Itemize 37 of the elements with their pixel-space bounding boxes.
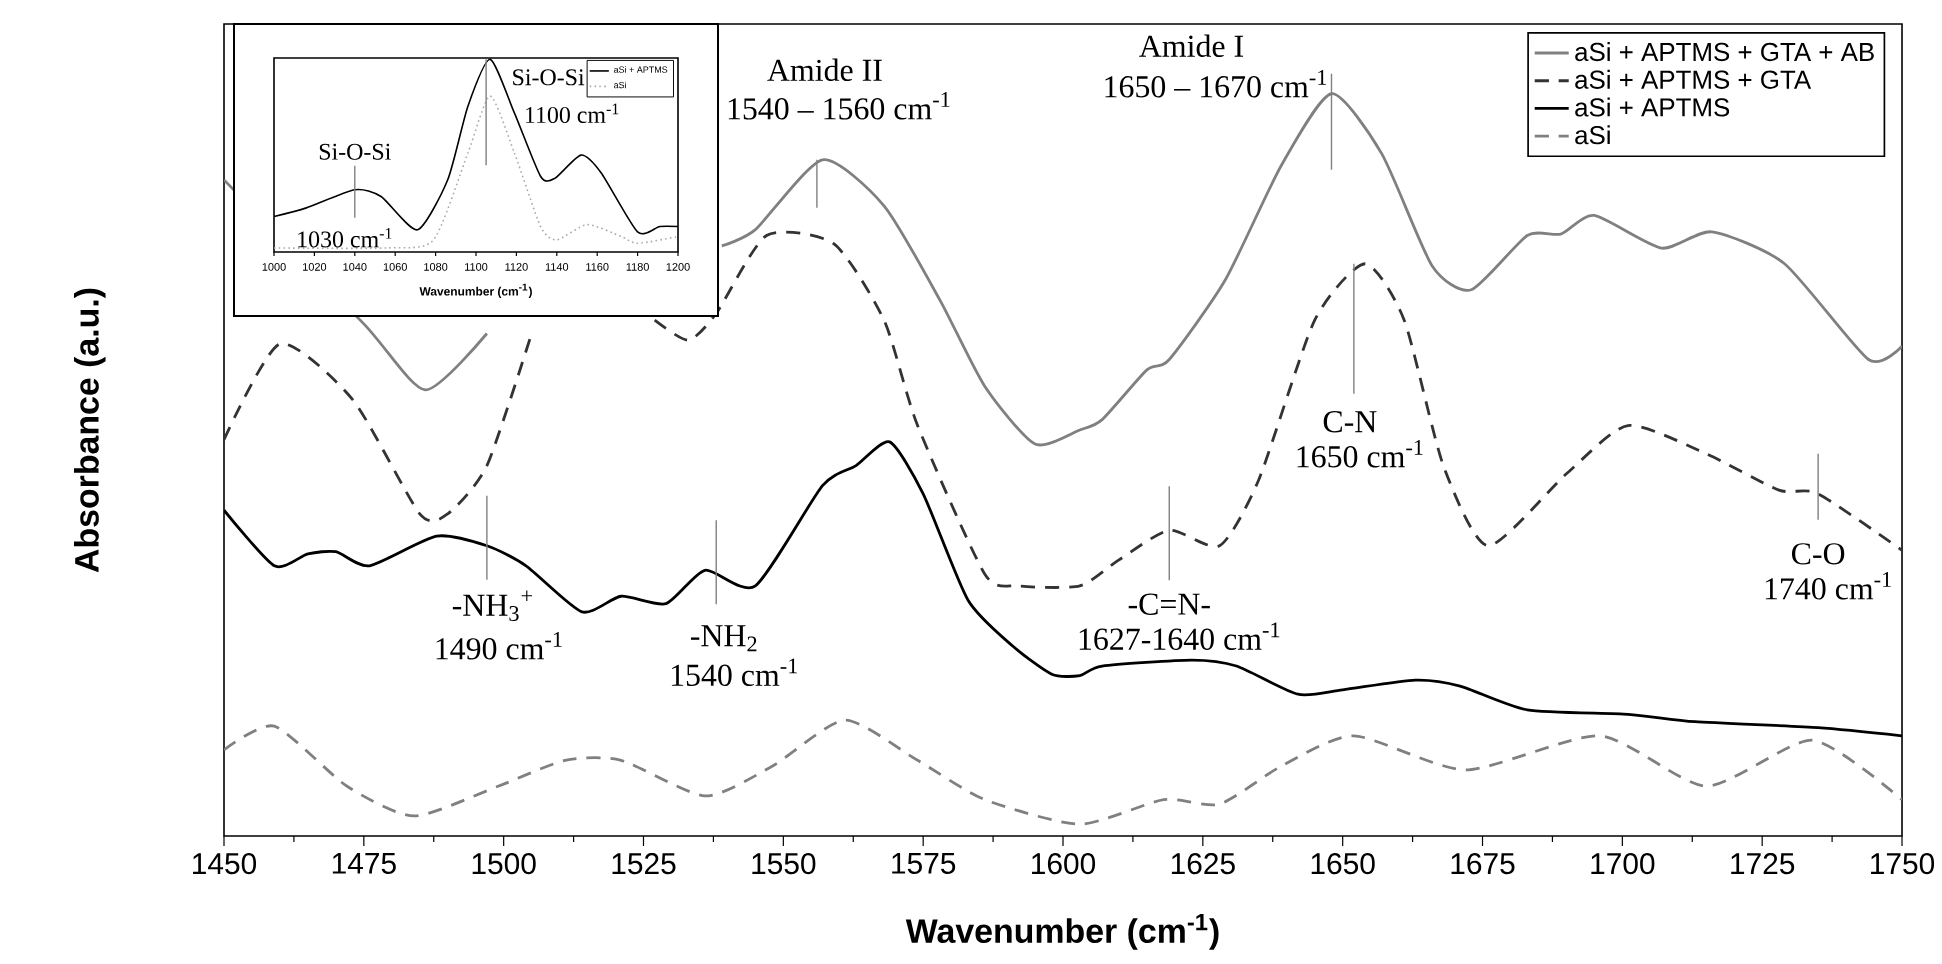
annotation: -NH$_{3}$+ (452, 590, 533, 622)
annotation: 1650 cm$^{-1}$ (1297, 439, 1423, 468)
annotation: 1540 cm$^{-1}$ (671, 658, 798, 687)
annotation: C-N (1323, 411, 1377, 433)
x-tick-label: 1700 (1591, 853, 1655, 875)
x-tick-label: 1675 (1451, 853, 1515, 875)
annotation: C-O (1791, 543, 1845, 565)
annotation: 1740 cm$^{-1}$ (1765, 572, 1891, 600)
annotation: Si-O-Si (513, 69, 585, 86)
x-tick-label: 1450 (193, 853, 257, 875)
x-tick-label: 1525 (612, 853, 676, 875)
legend-label: aSi + APTMS (1575, 97, 1730, 117)
x-tick-label: 1475 (332, 853, 396, 874)
annotation: 1627-1640 cm$^{-1}$ (1079, 622, 1280, 650)
x-tick-label: 1650 (1311, 853, 1375, 875)
x-axis-title: Wavenumber (cm$^{-1}$) (905, 913, 1219, 950)
legend-label: aSi (1575, 125, 1610, 145)
legend-label: aSi + APTMS + GTA + AB (1575, 42, 1874, 62)
x-tick-label: 1500 (472, 853, 536, 875)
x-tick-label: 1750 (1871, 853, 1935, 875)
y-axis-title: Absorbance (a.u.) (73, 288, 106, 573)
annotation: -NH$_{2}$ (691, 625, 757, 652)
x-tick-label: 1600 (1032, 853, 1096, 875)
annotation: 1540 – 1560 cm$^{-1}$ (728, 92, 950, 120)
x-tick-label: 1550 (752, 853, 816, 875)
annotation: 1100 cm$^{-1}$ (526, 103, 619, 124)
annotation: Amide II (767, 58, 882, 82)
x-tick-label: 1725 (1731, 853, 1795, 875)
x-tick-label: 1575 (892, 853, 956, 874)
annotation: 1490 cm$^{-1}$ (436, 632, 562, 660)
annotation: -C=N- (1128, 593, 1210, 615)
annotation: 1650 – 1670 cm$^{-1}$ (1105, 70, 1327, 98)
text: Amide I (1139, 34, 1244, 57)
annotation: Si-O-Si (319, 143, 391, 160)
legend-label: aSi + APTMS + GTA (1575, 69, 1812, 89)
x-tick-label: 1625 (1171, 853, 1235, 875)
annotation: 1030 cm$^{-1}$ (298, 228, 392, 248)
